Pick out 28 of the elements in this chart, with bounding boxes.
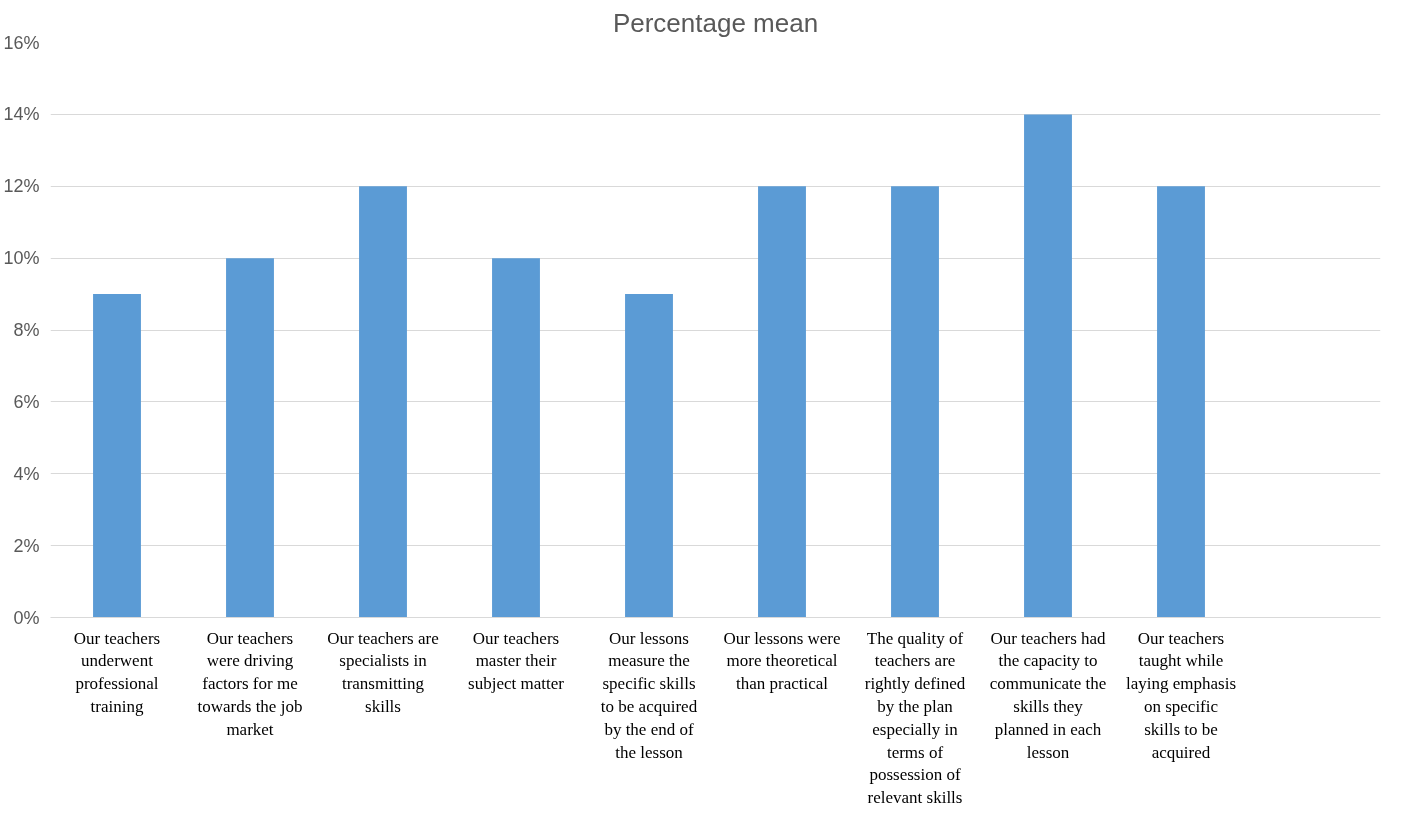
bar (625, 294, 673, 618)
bar (758, 186, 806, 618)
x-tick-label: Our teachers had the capacity to communicate the skills they planned in each lesson (989, 628, 1107, 762)
y-tick-label: 6% (13, 391, 40, 412)
y-tick-label: 8% (13, 320, 40, 340)
y-tick-label: 2% (13, 535, 40, 556)
x-tick-label: Our teachers underwent professional training (73, 628, 161, 716)
bar (359, 186, 407, 618)
bar (891, 186, 939, 618)
x-tick-label: Our teachers were driving factors for me towards the job market (197, 628, 303, 739)
bar (226, 258, 274, 618)
x-tick-label: The quality of teachers are rightly defined by the plan especially in terms of possession of relevant skills (864, 628, 966, 808)
bar (93, 294, 141, 618)
bar (1157, 186, 1205, 618)
x-tick-label: Our teachers master their subject matter (468, 628, 565, 694)
bar (1024, 114, 1072, 618)
bar (492, 258, 540, 618)
y-tick-label: 4% (13, 463, 40, 484)
y-tick-label: 0% (13, 607, 40, 628)
chart-title: Percentage mean (612, 7, 819, 38)
y-tick-label: 10% (3, 248, 40, 269)
y-tick-label: 12% (3, 176, 40, 197)
x-tick-label: Our lessons were more theoretical than practical (723, 628, 841, 694)
x-tick-label: Our teachers taught while laying emphasis on specific skills to be acquired (1125, 628, 1237, 762)
y-tick-label: 16% (3, 32, 40, 53)
x-tick-label: Our teachers are specialists in transmitting skills (327, 628, 439, 716)
x-tick-label: Our lessons measure the specific skills to be acquired by the end of the lesson (600, 628, 698, 762)
y-tick-label: 14% (3, 104, 40, 125)
